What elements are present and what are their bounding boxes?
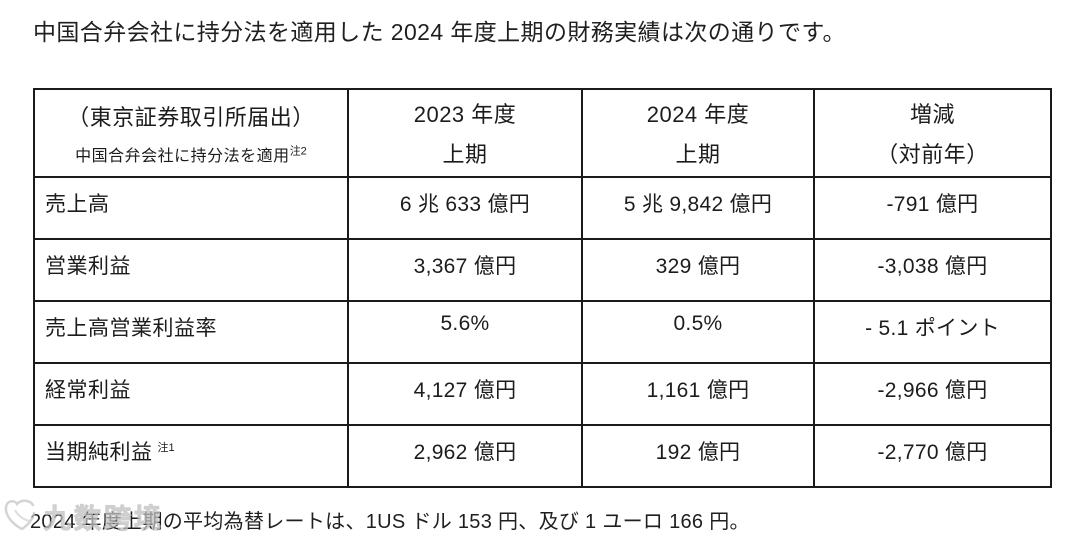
- cell-fy2023-value: 2,962 億円: [347, 424, 583, 488]
- row-label: 当期純利益 注1: [33, 424, 349, 488]
- exchange-rate-footnote: 2024 年度上期の平均為替レートは、1US ドル 153 円、及び 1 ユーロ…: [30, 511, 750, 533]
- cell-fy2024-value: 1,161 億円: [581, 362, 815, 426]
- header-cell-fy2024: 2024 年度 上期: [581, 88, 815, 178]
- cell-change-value: -791 億円: [813, 176, 1052, 240]
- header-change-line1: 増減: [909, 102, 955, 128]
- financial-results-table: （東京証券取引所届出） 中国合弁会社に持分法を適用注2 2023 年度 上期 2…: [33, 88, 1052, 488]
- cell-fy2023-value: 4,127 億円: [347, 362, 583, 426]
- cell-fy2024-value: 192 億円: [581, 424, 815, 488]
- header-cell-fy2023: 2023 年度 上期: [347, 88, 583, 178]
- header-item-line1: （東京証券取引所届出）: [67, 105, 315, 130]
- header-fy2024-line1: 2024 年度: [646, 102, 750, 128]
- header-fy2024-line2: 上期: [675, 141, 721, 167]
- table-header-row: （東京証券取引所届出） 中国合弁会社に持分法を適用注2 2023 年度 上期 2…: [33, 88, 1052, 178]
- table-row-net-sales: 売上高 6 兆 633 億円 5 兆 9,842 億円 -791 億円: [33, 176, 1052, 240]
- header-item-line2: 中国合弁会社に持分法を適用注2: [75, 145, 307, 165]
- row-label: 売上高: [33, 176, 349, 240]
- table-row-ordinary-profit: 経常利益 4,127 億円 1,161 億円 -2,966 億円: [33, 362, 1052, 426]
- table-row-operating-profit: 営業利益 3,367 億円 329 億円 -3,038 億円: [33, 238, 1052, 302]
- cell-fy2023-value: 6 兆 633 億円: [347, 176, 583, 240]
- row-label: 売上高営業利益率: [33, 300, 349, 364]
- header-fy2023-line2: 上期: [442, 141, 488, 167]
- header-change-line2: （対前年）: [876, 141, 989, 167]
- cell-fy2023-value: 5.6%: [347, 300, 583, 364]
- table-row-operating-margin: 売上高営業利益率 5.6% 0.5% - 5.1 ポイント: [33, 300, 1052, 364]
- cell-fy2024-value: 5 兆 9,842 億円: [581, 176, 815, 240]
- cell-fy2024-value: 329 億円: [581, 238, 815, 302]
- header-cell-change: 増減 （対前年）: [813, 88, 1052, 178]
- header-cell-item: （東京証券取引所届出） 中国合弁会社に持分法を適用注2: [33, 88, 349, 178]
- table-row-net-income: 当期純利益 注1 2,962 億円 192 億円 -2,770 億円: [33, 424, 1052, 488]
- cell-change-value: -2,770 億円: [813, 424, 1052, 488]
- footnote-ref-1: 注1: [157, 442, 175, 454]
- cell-change-value: -3,038 億円: [813, 238, 1052, 302]
- footnote-ref-2: 注2: [289, 145, 307, 158]
- page-title: 中国合弁会社に持分法を適用した 2024 年度上期の財務実績は次の通りです。: [33, 19, 846, 45]
- cell-fy2024-value: 0.5%: [581, 300, 815, 364]
- row-label: 経常利益: [33, 362, 349, 426]
- cell-change-value: - 5.1 ポイント: [813, 300, 1052, 364]
- cell-change-value: -2,966 億円: [813, 362, 1052, 426]
- header-fy2023-line1: 2023 年度: [413, 102, 517, 128]
- row-label: 営業利益: [33, 238, 349, 302]
- cell-fy2023-value: 3,367 億円: [347, 238, 583, 302]
